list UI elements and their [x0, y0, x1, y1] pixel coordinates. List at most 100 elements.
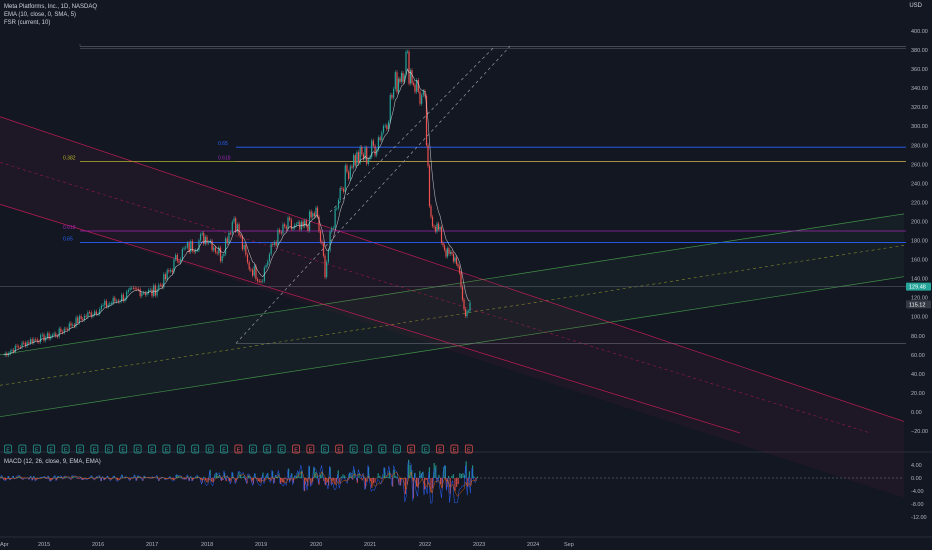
candle-body	[158, 284, 160, 290]
candle-body	[58, 328, 60, 337]
candle-body	[41, 334, 43, 336]
candle-body	[313, 213, 315, 217]
candle-body	[332, 227, 335, 229]
candle-body	[146, 293, 148, 295]
candle-body	[304, 220, 306, 227]
candle-body	[361, 147, 363, 155]
candle-body	[154, 285, 156, 296]
candles-group	[4, 49, 471, 358]
earnings-marker-label: E	[165, 448, 169, 454]
candle-body	[9, 351, 11, 354]
macd-histogram-bar	[240, 474, 242, 478]
macd-histogram-bar	[372, 478, 374, 484]
candle-body	[102, 305, 104, 306]
candle-body	[362, 154, 365, 160]
candle-body	[6, 353, 8, 356]
macd-histogram-bar	[89, 477, 91, 478]
candle-body	[178, 261, 180, 263]
y-axis-tick-label: 100.00	[911, 315, 928, 321]
candle-body	[18, 346, 20, 348]
candle-body	[440, 227, 443, 243]
macd-histogram-bar	[179, 476, 181, 478]
candle-body	[126, 291, 128, 299]
candle-body	[445, 249, 447, 257]
macd-histogram-bar	[217, 475, 219, 478]
candle-body	[206, 236, 208, 244]
y-axis-tick-label: 280.00	[911, 143, 928, 149]
candle-body	[399, 78, 401, 82]
y-axis-tick-label: 60.00	[911, 353, 925, 359]
earnings-marker-label: E	[93, 448, 97, 454]
candle-body	[427, 145, 429, 166]
fsr-indicator-label[interactable]: FSR (current, 10)	[4, 20, 51, 26]
candle-body	[348, 171, 350, 179]
macd-histogram-bar	[297, 472, 299, 478]
macd-histogram-bar	[46, 478, 48, 480]
candle-body	[141, 292, 143, 297]
symbol-title[interactable]: Meta Platforms, Inc., 1D, NASDAQ	[4, 4, 98, 10]
x-axis-tick-label: 2018	[201, 542, 213, 548]
candle-body	[448, 248, 450, 254]
candle-body	[216, 252, 218, 254]
currency-label[interactable]: USD	[909, 3, 922, 9]
macd-histogram-bar	[374, 478, 376, 483]
macd-axis-tick-label: -12.00	[911, 515, 927, 521]
candle-body	[241, 236, 244, 250]
candle-body	[122, 294, 124, 301]
candle-body	[278, 229, 281, 233]
macd-histogram-bar	[65, 477, 67, 478]
macd-histogram-bar	[364, 478, 366, 489]
candle-body	[88, 312, 91, 314]
macd-histogram-bar	[395, 475, 397, 478]
candle-body	[137, 289, 140, 290]
earnings-marker-label: E	[409, 448, 413, 454]
candle-body	[290, 219, 292, 229]
y-axis-tick-label: 220.00	[911, 200, 928, 206]
macd-histogram-bar	[432, 478, 434, 489]
macd-histogram-bar	[283, 478, 285, 483]
candle-body	[460, 272, 462, 287]
earnings-marker-label: E	[193, 448, 197, 454]
x-axis-tick-label: 2019	[255, 542, 267, 548]
macd-histogram-bar	[276, 476, 278, 478]
macd-histogram-bar	[422, 471, 424, 478]
earnings-marker	[90, 444, 99, 454]
macd-histogram-bar	[81, 478, 83, 480]
candle-body	[308, 211, 311, 231]
candle-body	[275, 241, 277, 246]
macd-histogram-bar	[379, 475, 381, 478]
candle-body	[142, 292, 145, 294]
macd-histogram-bar	[220, 478, 222, 481]
macd-histogram-bar	[440, 478, 442, 485]
earnings-marker	[162, 444, 171, 454]
macd-histogram-bar	[257, 478, 259, 482]
candle-body	[461, 286, 464, 300]
macd-histogram-bar	[392, 478, 394, 487]
candle-body	[129, 288, 131, 291]
candle-body	[132, 287, 135, 289]
candle-body	[183, 248, 185, 250]
candle-body	[53, 333, 55, 335]
candle-body	[336, 208, 338, 210]
candle-body	[193, 250, 195, 253]
price-badge-label: 129.48	[909, 285, 926, 291]
y-axis-tick-label: 20.00	[911, 391, 925, 397]
candle-body	[231, 221, 233, 234]
candle-body	[405, 51, 407, 76]
candle-body	[236, 224, 238, 232]
earnings-marker-label: E	[294, 448, 298, 454]
macd-histogram-bar	[448, 475, 450, 478]
candle-body	[110, 303, 113, 304]
macd-indicator-label[interactable]: MACD (12, 26, close, 9, EMA, EMA)	[4, 459, 101, 465]
macd-histogram-bar	[228, 478, 230, 482]
candle-body	[469, 302, 471, 312]
ema-indicator-label[interactable]: EMA (10, close, 0, SMA, 5)	[4, 12, 77, 18]
candle-body	[70, 323, 72, 326]
macd-histogram-bar	[467, 478, 469, 488]
macd-histogram-bar	[73, 477, 75, 478]
candle-body	[467, 311, 470, 312]
candle-body	[437, 223, 440, 230]
earnings-marker-label: E	[395, 448, 399, 454]
y-axis-tick-label: 300.00	[911, 124, 928, 130]
